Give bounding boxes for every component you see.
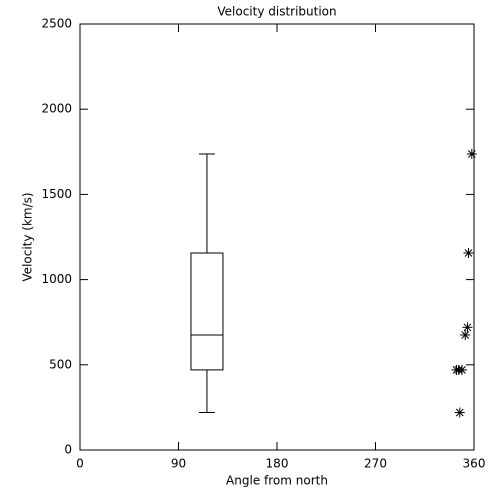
asterisk-stroke xyxy=(463,323,472,332)
x-axis-label: Angle from north xyxy=(226,474,328,488)
y-tick-label: 1500 xyxy=(41,187,72,201)
x-tick-label: 180 xyxy=(266,457,289,471)
asterisk-point xyxy=(454,407,465,418)
asterisk-point xyxy=(460,329,471,340)
y-tick-label: 0 xyxy=(64,443,72,457)
box xyxy=(190,252,224,371)
asterisk-point xyxy=(453,364,464,375)
x-tick-label: 270 xyxy=(364,457,387,471)
asterisk-stroke xyxy=(467,150,476,158)
x-tick-label: 90 xyxy=(171,457,186,471)
y-tick-label: 1000 xyxy=(41,272,72,286)
asterisk-point xyxy=(466,149,477,160)
asterisk-stroke xyxy=(454,366,463,374)
asterisk-stroke xyxy=(455,408,464,417)
asterisk-point xyxy=(463,248,474,259)
x-tick-label: 360 xyxy=(463,457,486,471)
chart-title: Velocity distribution xyxy=(217,5,336,19)
y-axis-label: Velocity (km/s) xyxy=(21,192,35,281)
y-tick-label: 500 xyxy=(49,357,72,371)
x-tick-label: 0 xyxy=(76,457,84,471)
y-tick-label: 2500 xyxy=(41,17,72,31)
asterisk-stroke xyxy=(464,249,473,257)
plot-frame xyxy=(79,23,475,451)
y-tick-label: 2000 xyxy=(41,102,72,116)
asterisk-point xyxy=(462,322,473,333)
asterisk-stroke xyxy=(461,331,470,339)
